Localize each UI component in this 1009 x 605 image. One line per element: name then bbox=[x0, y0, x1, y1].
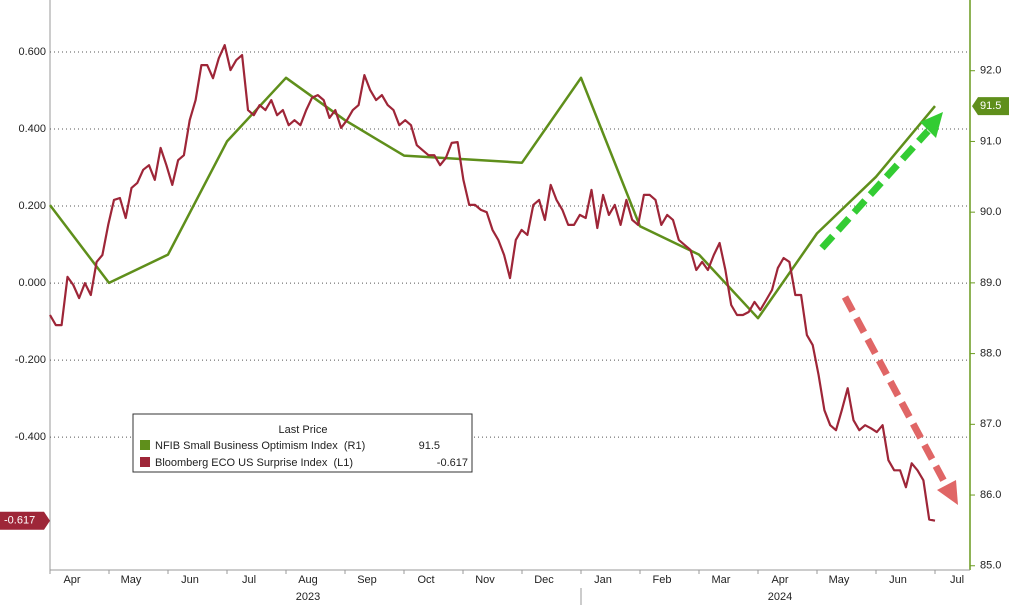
legend-swatch bbox=[140, 457, 150, 467]
value-tag-label: 91.5 bbox=[980, 100, 1001, 112]
red-arrow bbox=[841, 295, 950, 487]
plot-layer: 0.600 0.400 0.200 0.000 -0.200 -0.400 92.0 91.0… bbox=[0, 44, 1009, 605]
green-arrow-head bbox=[920, 112, 943, 138]
x-tick-label: Sep bbox=[357, 574, 377, 586]
y-tick-label: 0.000 bbox=[18, 277, 46, 289]
x-tick-label: Mar bbox=[712, 574, 731, 586]
legend-value: -0.617 bbox=[437, 457, 468, 469]
y2-tick-label: 86.0 bbox=[980, 489, 1001, 501]
trend-arrows bbox=[819, 112, 958, 505]
y2-tick-label: 91.0 bbox=[980, 135, 1001, 147]
legend: Last Price NFIB Small Business Optimism … bbox=[132, 413, 473, 473]
x-tick-label: Aug bbox=[298, 574, 318, 586]
red-arrow-head bbox=[937, 480, 958, 505]
y-tick-label: -0.200 bbox=[15, 354, 46, 366]
x-tick-label: Feb bbox=[653, 574, 672, 586]
series-line bbox=[49, 76, 936, 320]
x-tick-label: Apr bbox=[63, 574, 80, 586]
y-tick-label: -0.400 bbox=[15, 431, 46, 443]
value-tag-label: -0.617 bbox=[4, 515, 35, 527]
legend-label: NFIB Small Business Optimism Index (R1) bbox=[155, 440, 365, 452]
legend-label: Bloomberg ECO US Surprise Index (L1) bbox=[155, 457, 353, 469]
y2-tick-label: 92.0 bbox=[980, 65, 1001, 77]
y2-tick-label: 87.0 bbox=[980, 418, 1001, 430]
y-tick-label: 0.400 bbox=[18, 123, 46, 135]
y-tick-label: 0.200 bbox=[18, 200, 46, 212]
legend-value: 91.5 bbox=[419, 440, 440, 452]
y-tick-label: 0.600 bbox=[18, 46, 46, 58]
year-label: 2024 bbox=[768, 591, 792, 603]
y2-tick-label: 85.0 bbox=[980, 560, 1001, 572]
x-tick-label: Jul bbox=[242, 574, 256, 586]
value-tag bbox=[0, 511, 50, 530]
x-tick-label: Nov bbox=[475, 574, 495, 586]
value-tag bbox=[972, 97, 1009, 116]
legend-title: Last Price bbox=[279, 424, 328, 436]
x-tick-label: Apr bbox=[771, 574, 788, 586]
x-tick-label: Jun bbox=[181, 574, 199, 586]
green-arrow bbox=[819, 128, 931, 251]
legend-box bbox=[132, 413, 473, 473]
series-line bbox=[49, 44, 936, 522]
y2-tick-label: 89.0 bbox=[980, 277, 1001, 289]
x-tick-label: Jul bbox=[950, 574, 964, 586]
legend-swatch bbox=[140, 440, 150, 450]
y2-tick-label: 88.0 bbox=[980, 348, 1001, 360]
x-tick-label: Oct bbox=[417, 574, 434, 586]
year-label: 2023 bbox=[296, 591, 320, 603]
x-tick-label: Dec bbox=[534, 574, 554, 586]
x-tick-label: Jun bbox=[889, 574, 907, 586]
y2-tick-label: 90.0 bbox=[980, 206, 1001, 218]
x-tick-label: May bbox=[121, 574, 142, 586]
x-tick-label: May bbox=[829, 574, 850, 586]
x-tick-label: Jan bbox=[594, 574, 612, 586]
